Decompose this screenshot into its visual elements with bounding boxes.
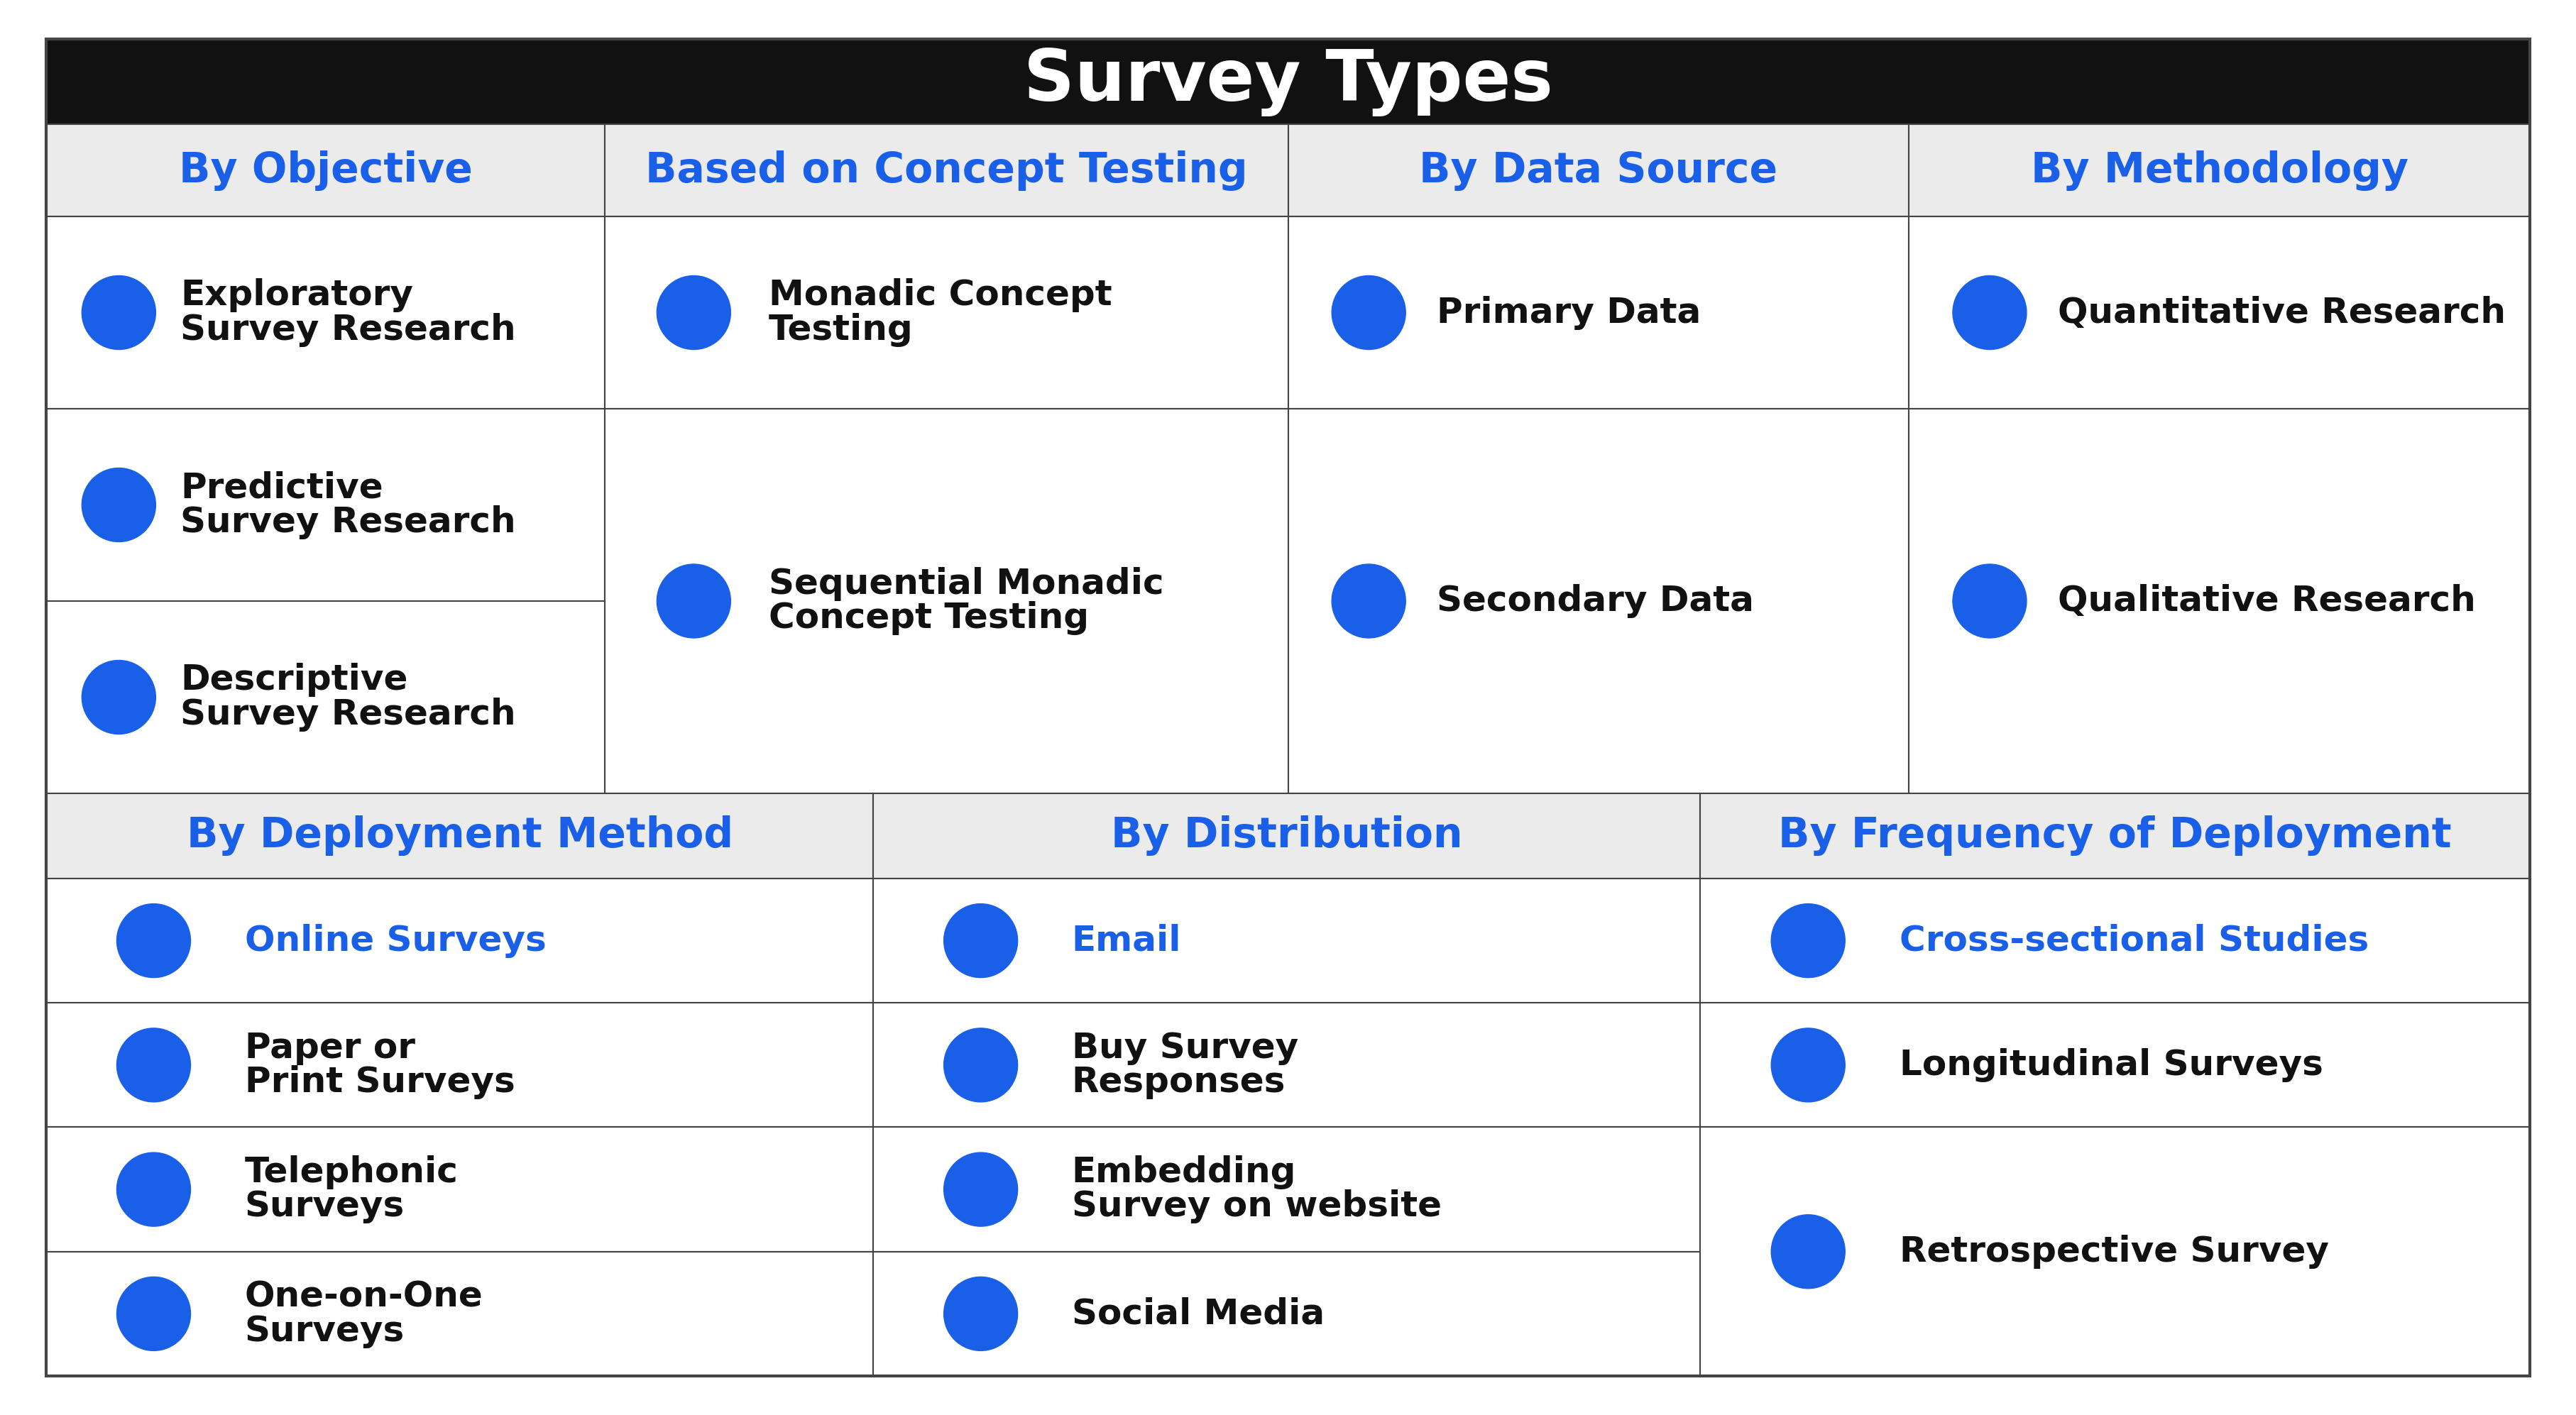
Text: One-on-One: One-on-One (245, 1279, 482, 1313)
Text: By Distribution: By Distribution (1110, 815, 1463, 856)
Circle shape (1332, 276, 1406, 350)
Text: By Methodology: By Methodology (2030, 150, 2409, 191)
Circle shape (1772, 1214, 1844, 1289)
Circle shape (943, 1029, 1018, 1102)
Circle shape (1953, 276, 2027, 350)
Text: Surveys: Surveys (245, 1315, 404, 1348)
FancyBboxPatch shape (1288, 409, 1909, 794)
Circle shape (116, 904, 191, 978)
Text: Monadic Concept: Monadic Concept (768, 279, 1113, 313)
FancyBboxPatch shape (1700, 879, 2530, 1003)
Text: Surveys: Surveys (245, 1190, 404, 1224)
Text: Email: Email (1072, 924, 1182, 958)
FancyBboxPatch shape (46, 216, 605, 409)
Text: Concept Testing: Concept Testing (768, 601, 1090, 635)
Text: Testing: Testing (768, 313, 914, 347)
FancyBboxPatch shape (46, 794, 873, 879)
FancyBboxPatch shape (873, 1252, 1700, 1375)
Circle shape (943, 1153, 1018, 1227)
Text: Survey Research: Survey Research (180, 698, 515, 732)
Circle shape (1772, 904, 1844, 978)
Text: Responses: Responses (1072, 1065, 1285, 1099)
FancyBboxPatch shape (605, 216, 1288, 409)
FancyBboxPatch shape (1700, 1003, 2530, 1128)
Text: Survey Types: Survey Types (1023, 47, 1553, 116)
Circle shape (116, 1153, 191, 1227)
FancyBboxPatch shape (873, 1003, 1700, 1128)
FancyBboxPatch shape (46, 40, 2530, 125)
Circle shape (82, 468, 155, 542)
Circle shape (116, 1029, 191, 1102)
Text: Retrospective Survey: Retrospective Survey (1899, 1234, 2329, 1269)
Text: Descriptive: Descriptive (180, 664, 407, 698)
Circle shape (1953, 565, 2027, 638)
Text: Survey Research: Survey Research (180, 505, 515, 539)
Text: Social Media: Social Media (1072, 1296, 1324, 1332)
Text: Longitudinal Surveys: Longitudinal Surveys (1899, 1049, 2324, 1082)
Text: Online Surveys: Online Surveys (245, 924, 546, 958)
Circle shape (943, 1276, 1018, 1351)
FancyBboxPatch shape (1700, 794, 2530, 879)
Text: By Objective: By Objective (178, 150, 471, 191)
Text: Embedding: Embedding (1072, 1155, 1296, 1189)
Circle shape (82, 661, 155, 734)
FancyBboxPatch shape (1288, 216, 1909, 409)
FancyBboxPatch shape (46, 1003, 873, 1128)
Circle shape (116, 1276, 191, 1351)
FancyBboxPatch shape (873, 879, 1700, 1003)
Text: By Deployment Method: By Deployment Method (185, 815, 734, 856)
Circle shape (657, 565, 732, 638)
FancyBboxPatch shape (46, 125, 605, 216)
Text: Buy Survey: Buy Survey (1072, 1030, 1298, 1065)
Text: Qualitative Research: Qualitative Research (2058, 584, 2476, 618)
Circle shape (943, 904, 1018, 978)
Text: By Frequency of Deployment: By Frequency of Deployment (1777, 815, 2452, 856)
Circle shape (657, 276, 732, 350)
Text: Sequential Monadic: Sequential Monadic (768, 567, 1164, 601)
Text: Print Surveys: Print Surveys (245, 1065, 515, 1099)
FancyBboxPatch shape (46, 879, 873, 1003)
FancyBboxPatch shape (1700, 1128, 2530, 1375)
FancyBboxPatch shape (46, 1128, 873, 1252)
Text: Survey Research: Survey Research (180, 313, 515, 347)
Text: Cross-sectional Studies: Cross-sectional Studies (1899, 924, 2370, 958)
FancyBboxPatch shape (1909, 216, 2530, 409)
Text: Quantitative Research: Quantitative Research (2058, 296, 2506, 330)
FancyBboxPatch shape (1288, 125, 1909, 216)
Circle shape (1332, 565, 1406, 638)
FancyBboxPatch shape (873, 794, 1700, 879)
Text: Exploratory: Exploratory (180, 279, 412, 313)
FancyBboxPatch shape (1909, 125, 2530, 216)
Circle shape (82, 276, 155, 350)
Text: Paper or: Paper or (245, 1030, 415, 1065)
Text: Survey on website: Survey on website (1072, 1190, 1443, 1224)
Text: Predictive: Predictive (180, 471, 384, 505)
FancyBboxPatch shape (1909, 409, 2530, 794)
FancyBboxPatch shape (46, 409, 605, 601)
FancyBboxPatch shape (46, 1252, 873, 1375)
Text: By Data Source: By Data Source (1419, 150, 1777, 191)
Text: Primary Data: Primary Data (1437, 296, 1700, 330)
Text: Secondary Data: Secondary Data (1437, 584, 1754, 618)
Text: Telephonic: Telephonic (245, 1155, 459, 1189)
Circle shape (1772, 1029, 1844, 1102)
FancyBboxPatch shape (46, 601, 605, 794)
FancyBboxPatch shape (605, 409, 1288, 794)
FancyBboxPatch shape (605, 125, 1288, 216)
FancyBboxPatch shape (873, 1128, 1700, 1252)
Text: Based on Concept Testing: Based on Concept Testing (647, 150, 1247, 191)
